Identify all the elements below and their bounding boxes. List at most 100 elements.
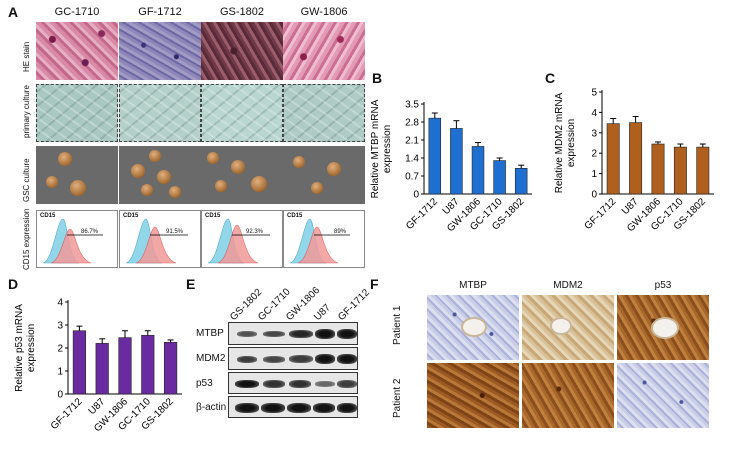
bar: [118, 337, 132, 395]
y-axis-title: Relative MDM2 mRNA: [554, 92, 565, 193]
y-tick-label: 0: [591, 190, 597, 201]
ihc-image-patient1-mdm2: [521, 294, 615, 361]
primary-culture-image-gs1802: [201, 84, 283, 142]
col-label-gw1806: GW-1806: [300, 6, 348, 18]
y-axis-title: expression: [382, 125, 393, 173]
row-label-primary-culture: primary culture: [22, 85, 31, 138]
blot-row-beta-actin: [228, 396, 358, 418]
ihc-col-label-mtbp: MTBP: [459, 280, 487, 291]
y-axis-title: expression: [26, 324, 37, 372]
y-tick-label: 2: [591, 149, 597, 160]
y-tick-label: 2.8: [405, 118, 419, 129]
y-tick-label: 0.7: [405, 172, 419, 183]
bar: [514, 167, 528, 195]
panel-label-c: C: [545, 70, 556, 86]
flow-histogram-gf1712: CD15 91.5%: [119, 210, 201, 268]
bar: [629, 122, 643, 195]
primary-culture-image-gw1806: [283, 84, 365, 142]
ihc-col-label-mdm2: MDM2: [553, 280, 583, 291]
bar: [651, 143, 665, 195]
row-label-he-stain: HE stain: [22, 41, 31, 72]
x-tick-label: GF-1712: [49, 396, 85, 432]
blot-label-beta-actin: β-actin: [196, 402, 227, 413]
col-label-gs1802: GS-1802: [219, 6, 265, 18]
y-tick-label: 1.4: [405, 154, 419, 165]
col-label-gc1710: GC-1710: [54, 6, 100, 18]
y-tick-label: 3: [591, 128, 597, 139]
flow-marker-label: CD15: [287, 213, 303, 219]
ihc-image-patient2-mdm2: [521, 362, 615, 429]
ihc-image-patient1-p53: [616, 294, 710, 361]
flow-percent-gw1806: 89%: [334, 229, 347, 235]
gsc-culture-image-gw1806: [283, 146, 365, 204]
bar: [141, 335, 155, 395]
x-tick-label: GF-1712: [583, 196, 619, 232]
ihc-image-patient1-mtbp: [426, 294, 520, 361]
blot-row-p53: [228, 372, 358, 394]
blot-label-mdm2: MDM2: [196, 353, 226, 364]
flow-histogram-gw1806: CD15 89%: [283, 210, 365, 268]
flow-histogram-gs1802: CD15 92.3%: [201, 210, 283, 268]
flow-marker-label: CD15: [123, 213, 139, 219]
y-tick-label: 3.5: [405, 100, 419, 111]
bar: [606, 123, 620, 195]
blot-row-mtbp: [228, 322, 358, 345]
y-tick-label: 1: [591, 169, 597, 180]
y-axis-title: Relative p53 mRNA: [14, 304, 25, 392]
lane-label-u87: U87: [312, 302, 333, 323]
flow-histogram-gc1710: CD15 86.7%: [36, 210, 118, 268]
chart-c-mdm2: 0 1 2 3 4 5 Relative MDM2 mRNA expression GF-171…: [554, 88, 714, 234]
row-label-gsc-culture: GSC culture: [22, 158, 31, 202]
blot-label-mtbp: MTBP: [196, 328, 224, 339]
gsc-culture-image-gc1710: [36, 146, 118, 204]
flow-percent-gs1802: 92.3%: [246, 229, 264, 235]
bar: [450, 128, 463, 195]
panel-label-f: F: [370, 276, 379, 292]
bar: [95, 343, 109, 395]
gsc-culture-image-gf1712: [119, 146, 201, 204]
panel-label-b: B: [372, 70, 383, 86]
patient-label-1: Patient 1: [392, 305, 403, 345]
bar: [471, 146, 485, 195]
flow-marker-label: CD15: [205, 213, 221, 219]
y-axis-title: expression: [566, 119, 577, 167]
flow-percent-gc1710: 86.7%: [81, 229, 99, 235]
he-stain-image-gs1802: [201, 22, 283, 80]
panel-label-d: D: [8, 276, 19, 292]
bar: [428, 117, 442, 195]
y-tick-label: 0: [57, 390, 63, 401]
lane-label-gf1712: GF-1712: [336, 287, 372, 323]
bar: [493, 160, 506, 195]
y-tick-label: 4: [57, 298, 63, 309]
bar: [164, 341, 178, 395]
y-tick-label: 0: [413, 190, 419, 201]
y-tick-label: 4: [591, 108, 597, 119]
bar: [696, 146, 710, 195]
he-stain-image-gf1712: [119, 22, 201, 80]
y-tick-label: 2: [57, 344, 63, 355]
flow-marker-label: CD15: [40, 213, 56, 219]
primary-culture-image-gf1712: [119, 84, 201, 142]
y-tick-label: 2.1: [405, 136, 419, 147]
ihc-image-patient2-p53: [616, 362, 710, 429]
ihc-col-label-p53: p53: [654, 280, 672, 291]
panel-label-a: A: [8, 4, 19, 20]
bar: [72, 330, 86, 395]
y-axis-title: Relative MTBP mRNA: [370, 99, 381, 198]
y-tick-label: 1: [57, 367, 63, 378]
y-tick-label: 5: [591, 88, 597, 99]
flow-percent-gf1712: 91.5%: [166, 229, 184, 235]
panel-label-e: E: [186, 276, 196, 292]
blot-row-mdm2: [228, 347, 358, 370]
he-stain-image-gc1710: [36, 22, 118, 80]
bar: [673, 146, 687, 195]
primary-culture-image-gc1710: [36, 84, 118, 142]
y-tick-label: 3: [57, 321, 63, 332]
gsc-culture-image-gs1802: [201, 146, 283, 204]
he-stain-image-gw1806: [283, 22, 365, 80]
blot-label-p53: p53: [196, 378, 213, 389]
row-label-cd15-expression: CD15 expression: [22, 208, 31, 270]
chart-b-mtbp: 0 0.7 1.4 2.1 2.8 3.5 Relative MTBP mRNA expres…: [370, 99, 532, 234]
col-label-gf1712: GF-1712: [138, 6, 182, 18]
